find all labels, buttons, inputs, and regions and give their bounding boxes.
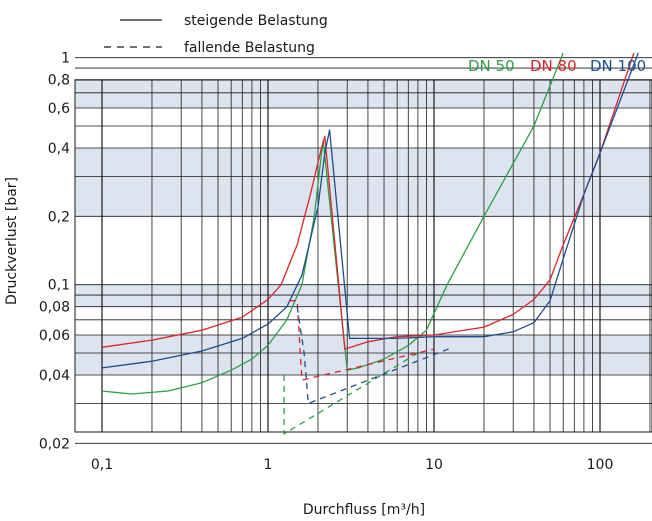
- plot-frame: [74, 79, 652, 433]
- y-tick-label: 0,2: [48, 209, 70, 225]
- y-tick-label: 0,4: [48, 141, 70, 157]
- y-tick-label: 1: [61, 51, 70, 67]
- series-line-dn80-dashed: [289, 300, 435, 381]
- y-tick-label: 0,1: [48, 278, 70, 294]
- series-label-dn50: DN 50: [468, 57, 515, 75]
- background-band: [75, 216, 652, 285]
- x-tick-label: 0,1: [91, 457, 113, 473]
- series-line-dn100-dashed: [296, 306, 454, 405]
- x-tick-label: 10: [425, 457, 443, 473]
- x-tick-labels: 0,1 1 10 100: [91, 457, 614, 473]
- legend-label-solid: steigende Belastung: [184, 13, 328, 29]
- series-line-dn100-solid: [101, 52, 639, 369]
- y-tick-label: 0,6: [48, 101, 70, 117]
- series-label-dn100: DN 100: [590, 57, 646, 75]
- y-tick-label: 0,02: [39, 436, 70, 452]
- series-line-dn50-dashed: [283, 352, 419, 435]
- x-tick-label: 1: [264, 457, 273, 473]
- y-tick-label: 0,06: [39, 328, 70, 344]
- y-tick-label: 0,04: [39, 368, 70, 384]
- background-band: [75, 80, 652, 109]
- grid-lines: [74, 57, 652, 444]
- plot-background-bands: [75, 80, 652, 432]
- x-axis-label: Durchfluss [m³/h]: [303, 502, 425, 518]
- series-lines: [101, 52, 639, 435]
- background-band: [75, 335, 652, 375]
- background-band: [75, 108, 652, 148]
- background-band: [75, 148, 652, 217]
- y-tick-label: 0,8: [48, 73, 70, 89]
- series-line-dn80-solid: [101, 52, 635, 350]
- y-axis-label: Druckverlust [bar]: [4, 177, 20, 305]
- y-tick-labels: 0,02 0,04 0,06 0,08 0,1 0,2 0,4 0,6 0,8 1: [39, 51, 70, 453]
- y-tick-label: 0,08: [39, 300, 70, 316]
- legend: steigende Belastung fallende Belastung: [104, 13, 328, 56]
- background-band: [75, 284, 652, 307]
- background-band: [75, 306, 652, 336]
- legend-label-dashed: fallende Belastung: [184, 40, 315, 56]
- series-label-dn80: DN 80: [530, 57, 577, 75]
- x-tick-label: 100: [587, 457, 614, 473]
- series-line-dn50-solid: [101, 52, 564, 395]
- series-labels: DN 50 DN 80 DN 100: [468, 57, 646, 75]
